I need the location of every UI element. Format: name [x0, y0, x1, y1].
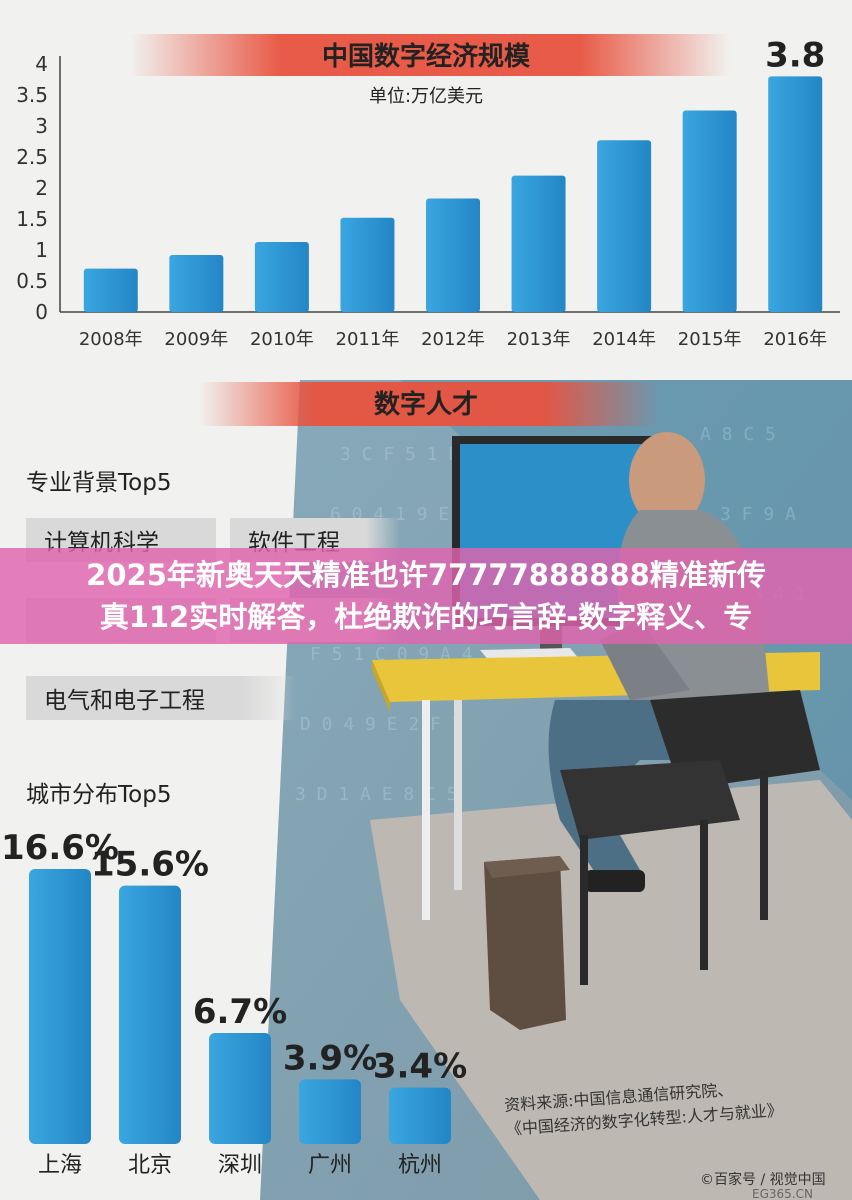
section-title: 数字人才 [374, 389, 478, 420]
x-tick-label: 2015年 [678, 329, 742, 350]
y-tick-label: 3.5 [16, 83, 48, 107]
bar [511, 175, 566, 312]
section-title-band [200, 382, 660, 426]
data-label: 16.6% [1, 828, 119, 868]
bar [389, 1087, 451, 1144]
data-label: 15.6% [91, 845, 209, 885]
data-label: 3.4% [373, 1047, 467, 1087]
bar [169, 254, 224, 312]
bar [682, 110, 737, 312]
bar [768, 76, 823, 313]
data-label: 3.8 [765, 35, 825, 75]
x-tick-label: 2009年 [164, 329, 228, 350]
top-chart-bars [83, 76, 823, 313]
svg-text:A 8 C 5: A 8 C 5 [700, 424, 776, 445]
banner-line-1: 2025年新奥天天精准也许77777888888精准新传 [86, 558, 766, 592]
svg-text:3 F 9 A: 3 F 9 A [720, 504, 796, 525]
y-tick-label: 4 [35, 52, 48, 76]
city-chart-bars [29, 869, 451, 1144]
x-tick-label: 2008年 [79, 329, 143, 350]
city-chart-x-labels: 上海 北京 深圳 广州 杭州 [38, 1153, 442, 1178]
svg-text:D 0 4 9 E 2 F 7: D 0 4 9 E 2 F 7 [300, 714, 463, 735]
top-chart-title-band [130, 34, 730, 76]
bar [340, 217, 395, 312]
top-chart: 中国数字经济规模 单位:万亿美元 0 0.5 1 1.5 2 2.5 3 3.5 4 2008年… [16, 34, 840, 350]
watermark-site: EG365.CN [752, 1187, 813, 1200]
city-chart-value-labels: 16.6%15.6% 6.7% 3.9%3.4% [1, 828, 467, 1087]
x-tick-label: 2012年 [421, 329, 485, 350]
top-chart-title: 中国数字经济规模 [322, 41, 531, 72]
bar [426, 198, 480, 312]
major-pill-5 [26, 676, 296, 720]
city-heading: 城市分布Top5 [26, 782, 171, 808]
x-tick-label: 2013年 [507, 329, 571, 350]
x-tick-label: 2010年 [250, 329, 314, 350]
y-tick-label: 0.5 [16, 269, 48, 293]
x-tick-label: 2016年 [763, 329, 827, 350]
major-label-5: 电气和电子工程 [44, 688, 205, 714]
major-heading: 专业背景Top5 [26, 470, 171, 496]
top-chart-unit: 单位:万亿美元 [369, 86, 483, 107]
bar [299, 1079, 361, 1144]
watermark: ©百家号 / 视觉中国 [700, 1171, 826, 1188]
top-chart-x-labels: 2008年 2009年 2010年 2011年 2012年 2013年 2014年 2015年… [79, 329, 827, 350]
y-tick-label: 1 [35, 238, 48, 262]
y-tick-label: 0 [35, 300, 48, 324]
y-tick-label: 2.5 [16, 145, 48, 169]
x-tick-label: 上海 [38, 1153, 82, 1178]
bar [254, 241, 309, 312]
data-label: 6.7% [193, 992, 287, 1032]
banner-line-2: 真112实时解答，杜绝欺诈的巧言辞-数字释义、专 [99, 600, 753, 634]
x-tick-label: 北京 [128, 1153, 172, 1178]
svg-text:3 D 1 A E 8 C 5: 3 D 1 A E 8 C 5 [295, 784, 458, 805]
y-tick-label: 3 [35, 114, 48, 138]
x-tick-label: 杭州 [398, 1153, 442, 1178]
bar [597, 140, 652, 312]
overlay-banner[interactable]: 2025年新奥天天精准也许77777888888精准新传 真112实时解答，杜绝… [0, 548, 852, 644]
x-tick-label: 广州 [308, 1153, 352, 1178]
data-label: 3.9% [283, 1038, 377, 1078]
top-chart-value-labels: 3.8 [765, 35, 825, 75]
y-tick-label: 1.5 [16, 207, 48, 231]
y-tick-label: 2 [35, 176, 48, 200]
x-tick-label: 2011年 [336, 329, 400, 350]
x-tick-label: 深圳 [218, 1153, 262, 1178]
bar [29, 869, 91, 1144]
bar [209, 1033, 271, 1144]
x-tick-label: 2014年 [592, 329, 656, 350]
bar [119, 885, 181, 1144]
bar [83, 268, 138, 312]
